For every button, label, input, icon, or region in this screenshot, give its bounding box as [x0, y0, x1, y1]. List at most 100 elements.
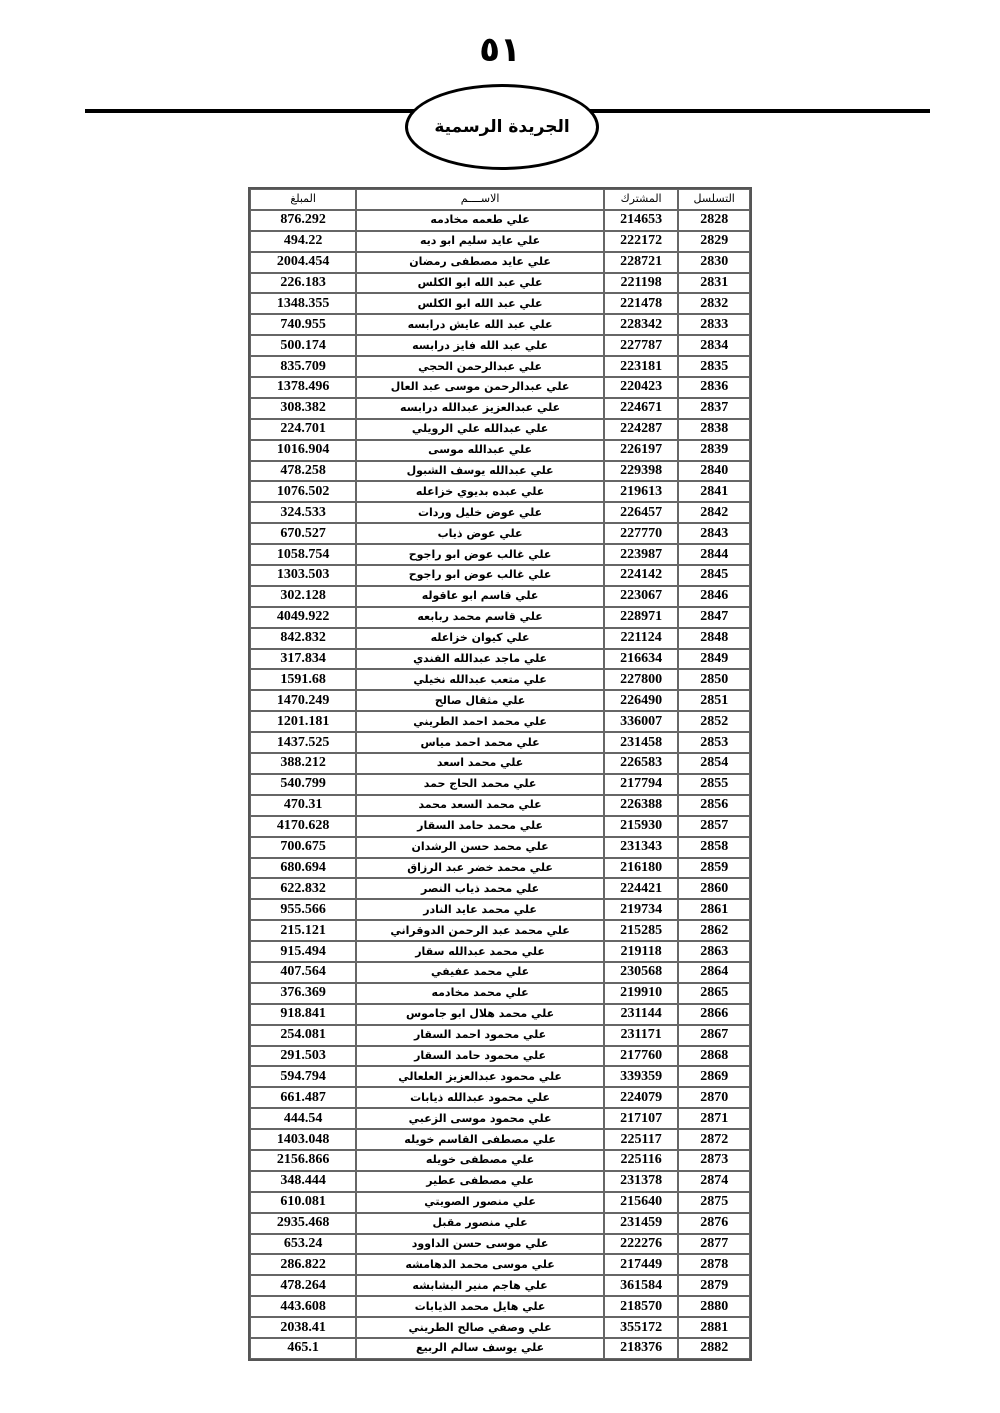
subscriber-cell: 217107: [603, 1108, 679, 1130]
name-cell: علي عبدالله موسى: [356, 439, 604, 461]
name-cell: علي عبد الله ابو الكلس: [356, 272, 604, 294]
subscriber-cell: 215930: [603, 815, 679, 837]
table-row: 2848 221124 علي كيوان خزاعله 842.832: [250, 627, 750, 649]
table-row: 2832 221478 علي عبد الله ابو الكلس 1348.355: [250, 293, 750, 315]
name-cell: علي محمد عفيفي: [356, 961, 604, 983]
amount-cell: 317.834: [250, 648, 357, 670]
table-row: 2871 217107 علي محمود موسى الزعبي 444.54: [250, 1108, 750, 1130]
subscriber-cell: 224287: [603, 418, 679, 440]
table-row: 2834 227787 علي عبد الله فايز درابسه 500.17…: [250, 335, 750, 357]
amount-cell: 324.533: [250, 502, 357, 524]
name-cell: علي محمد خضر عبد الرزاق: [356, 857, 604, 879]
serial-cell: 2846: [678, 585, 750, 607]
serial-cell: 2848: [678, 627, 750, 649]
serial-cell: 2838: [678, 418, 750, 440]
amount-cell: 653.24: [250, 1233, 357, 1255]
subscriber-cell: 221198: [603, 272, 679, 294]
subscriber-cell: 218570: [603, 1296, 679, 1318]
amount-cell: 622.832: [250, 878, 357, 900]
name-cell: علي كيوان خزاعله: [356, 627, 604, 649]
subscriber-cell: 230568: [603, 961, 679, 983]
table-row: 2842 226457 علي عوض خليل وردات 324.533: [250, 502, 750, 524]
serial-cell: 2877: [678, 1233, 750, 1255]
subscriber-cell: 222172: [603, 230, 679, 252]
table-row: 2873 225116 علي مصطفى خويله 2156.866: [250, 1149, 750, 1171]
name-cell: علي عايد مصطفى رمضان: [356, 251, 604, 273]
serial-cell: 2847: [678, 606, 750, 628]
serial-cell: 2849: [678, 648, 750, 670]
name-cell: علي محمد مخادمه: [356, 982, 604, 1004]
table-row: 2877 222276 علي موسى حسن الداوود 653.24: [250, 1233, 750, 1255]
table-row: 2835 223181 علي عبدالرحمن الحجي 835.709: [250, 356, 750, 378]
amount-cell: 835.709: [250, 356, 357, 378]
serial-cell: 2864: [678, 961, 750, 983]
name-cell: علي غالب عوض ابو راجوح: [356, 544, 604, 566]
amount-cell: 610.081: [250, 1191, 357, 1213]
table-row: 2833 228342 علي عبد الله عايش درابسه 740.95…: [250, 314, 750, 336]
name-cell: علي مصطفى القاسم خويله: [356, 1129, 604, 1150]
name-cell: علي يوسف سالم الربيع: [356, 1337, 604, 1359]
subscriber-cell: 339359: [603, 1066, 679, 1088]
amount-cell: 215.121: [250, 920, 357, 942]
amount-cell: 1058.754: [250, 544, 357, 566]
table-row: 2868 217760 علي محمود حامد السقار 291.503: [250, 1045, 750, 1067]
amount-cell: 1403.048: [250, 1129, 357, 1150]
table-row: 2854 226583 علي محمد اسعد 388.212: [250, 753, 750, 774]
name-cell: علي عبدالله يوسف الشبول: [356, 460, 604, 482]
serial-cell: 2865: [678, 982, 750, 1004]
amount-cell: 2004.454: [250, 251, 357, 273]
serial-cell: 2840: [678, 460, 750, 482]
amount-cell: 680.694: [250, 857, 357, 879]
subscriber-cell: 223181: [603, 356, 679, 378]
amount-cell: 2935.468: [250, 1212, 357, 1234]
amount-cell: 1470.249: [250, 690, 357, 712]
subscriber-cell: 224142: [603, 565, 679, 586]
name-cell: علي عبدالله علي الرويلي: [356, 418, 604, 440]
table-row: 2846 223067 علي قاسم ابو عاقوله 302.128: [250, 585, 750, 607]
amount-cell: 540.799: [250, 773, 357, 795]
amount-cell: 478.264: [250, 1275, 357, 1297]
subscriber-cell: 221478: [603, 293, 679, 315]
name-cell: علي طعمه مخادمه: [356, 209, 604, 231]
name-cell: علي محمود عبدالعزيز العلعالي: [356, 1066, 604, 1088]
name-cell: علي عبد الله ابو الكلس: [356, 293, 604, 315]
name-cell: علي محمد حسن الرشدان: [356, 836, 604, 858]
subscriber-cell: 231378: [603, 1170, 679, 1192]
amount-cell: 254.081: [250, 1024, 357, 1046]
amount-cell: 470.31: [250, 794, 357, 816]
name-cell: علي عبدالرحمن موسى عبد العال: [356, 377, 604, 398]
serial-cell: 2876: [678, 1212, 750, 1234]
name-cell: علي ماجد عبدالله الفندي: [356, 648, 604, 670]
amount-cell: 286.822: [250, 1254, 357, 1276]
table-row: 2876 231459 علي منصور مقبل 2935.468: [250, 1212, 750, 1234]
subscriber-cell: 223987: [603, 544, 679, 566]
serial-cell: 2858: [678, 836, 750, 858]
subscriber-cell: 228971: [603, 606, 679, 628]
table-row: 2830 228721 علي عايد مصطفى رمضان 2004.454: [250, 251, 750, 273]
table-row: 2841 219613 علي عبده بديوي خزاعله 1076.502: [250, 481, 750, 503]
table-row: 2853 231458 علي محمد احمد مياس 1437.525: [250, 732, 750, 754]
table-row: 2860 224421 علي محمد ذياب النصر 622.832: [250, 878, 750, 900]
subscriber-cell: 222276: [603, 1233, 679, 1255]
payments-table: التسلسل المشترك الاســــم المبلغ 2828 214…: [248, 187, 752, 1361]
table-row: 2844 223987 علي غالب عوض ابو راجوح 1058.754: [250, 544, 750, 566]
subscriber-cell: 224079: [603, 1087, 679, 1109]
serial-cell: 2855: [678, 773, 750, 795]
table-header-row: التسلسل المشترك الاســــم المبلغ: [250, 189, 750, 210]
table-row: 2863 219118 علي محمد عبدالله سقار 915.494: [250, 941, 750, 962]
name-cell: علي عبدالعزيز عبدالله درابسه: [356, 397, 604, 419]
amount-cell: 1016.904: [250, 439, 357, 461]
subscriber-cell: 336007: [603, 711, 679, 733]
subscriber-cell: 228342: [603, 314, 679, 336]
table-row: 2839 226197 علي عبدالله موسى 1016.904: [250, 439, 750, 461]
amount-cell: 444.54: [250, 1108, 357, 1130]
name-cell: علي قاسم ابو عاقوله: [356, 585, 604, 607]
amount-cell: 1437.525: [250, 732, 357, 754]
serial-cell: 2852: [678, 711, 750, 733]
subscriber-cell: 226457: [603, 502, 679, 524]
amount-cell: 670.527: [250, 523, 357, 545]
amount-cell: 1201.181: [250, 711, 357, 733]
amount-cell: 700.675: [250, 836, 357, 858]
name-cell: علي محمد احمد الطريني: [356, 711, 604, 733]
amount-cell: 915.494: [250, 941, 357, 962]
